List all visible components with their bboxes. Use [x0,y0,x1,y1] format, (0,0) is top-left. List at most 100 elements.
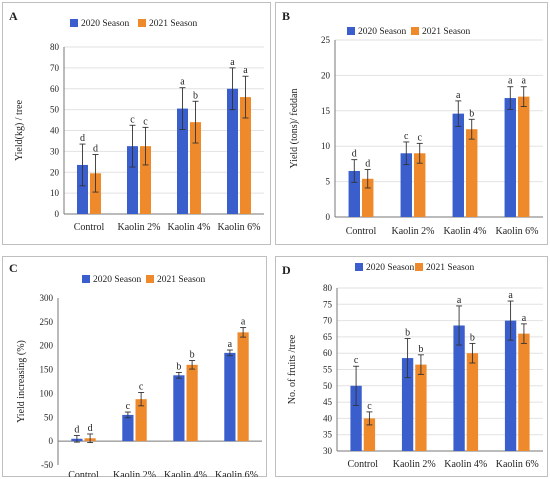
y-tick-label: 0 [49,436,54,446]
bar-2020 [224,352,236,442]
x-category-label: Control [347,459,378,470]
y-tick-label: 30 [323,446,333,456]
bar-2020 [350,385,362,451]
y-tick-label: 25 [321,35,331,45]
significance-letter: c [404,131,409,142]
significance-letter: a [241,317,246,328]
y-tick-label: 60 [50,84,60,94]
legend-label: 2021 Season [157,275,206,285]
x-category-label: Kaolin 2% [113,470,156,477]
legend-label: 2021 Season [422,27,471,37]
significance-letter: d [352,149,357,160]
x-category-label: Kaolin 2% [393,459,436,470]
chart-a-plot: 0 10 20 30 40 50 60 70 80 Yield(kg) / tree 2020 Se… [14,19,264,233]
significance-letter: a [228,339,233,350]
y-tick-label: 150 [40,365,54,375]
y-tick-label: 80 [50,42,60,52]
significance-letter: c [130,114,135,125]
panel-label: C [9,261,18,275]
legend-label: 2020 Season [366,263,415,273]
y-tick-label: 55 [323,365,333,375]
significance-letter: c [417,132,422,143]
x-category-label: Kaolin 4% [443,226,486,237]
legend-swatch-2020 [355,263,363,271]
x-category-label: Kaolin 2% [391,226,434,237]
bar-2021 [518,96,530,217]
bar-2021 [362,178,374,217]
significance-letter: a [456,90,461,101]
bar-2021 [190,122,201,214]
y-tick-label: 20 [321,70,331,80]
significance-letter: c [354,355,359,366]
legend-label: 2020 Season [93,275,142,285]
y-tick-label: 30 [50,146,60,156]
x-category-label: Kaolin 6% [215,470,258,477]
x-category-label: Control [68,470,99,477]
x-category-label: Kaolin 6% [217,222,260,233]
significance-letter: d [93,144,98,155]
bar-2021 [90,173,101,214]
legend-label: 2020 Season [358,27,407,37]
legend-swatch-2021 [138,19,146,27]
significance-letter: b [176,361,181,372]
bar-2020 [122,414,134,442]
significance-letter: b [470,332,475,343]
significance-letter: a [457,295,462,306]
bar-2021 [466,129,478,217]
x-category-label: Control [74,222,105,233]
y-tick-label: 45 [323,397,333,407]
bar-2021 [237,332,249,442]
chart-c-plot: -50 0 50 100 150 200 250 300 Yield increasing (%… [16,275,262,477]
bar-2020 [177,108,188,214]
x-category-label: Kaolin 4% [444,459,487,470]
chart-d-plot: 30 35 40 45 50 55 60 65 70 75 80 No. of fruits /tre… [287,263,543,470]
y-tick-label: 50 [44,412,54,422]
bar-2021 [414,153,426,217]
chart-panel-c: C -50 0 50 100 150 200 250 300 Yield increasing … [2,256,267,477]
bar-2021 [518,333,530,451]
bar-2020 [400,153,412,217]
significance-letter: d [74,424,79,435]
significance-letter: a [243,65,248,76]
panel-label: B [282,9,290,23]
bar-2020 [504,320,517,451]
y-tick-label: 75 [323,299,333,309]
chart-panel-d: D 30 35 40 45 50 55 60 65 70 75 80 No. of fruits /t… [275,256,548,477]
bar-2021 [140,146,151,214]
significance-letter: a [180,77,185,88]
legend-label: 2020 Season [81,19,130,29]
y-axis-label: Yield (tons)/ feddan [289,89,300,169]
legend-swatch-2020 [347,27,355,35]
x-category-label: Kaolin 2% [117,222,160,233]
x-category-label: Kaolin 6% [495,226,538,237]
legend-label: 2021 Season [149,19,198,29]
significance-letter: d [88,423,93,434]
bar-2020 [504,98,516,217]
significance-letter: d [80,133,85,144]
bar-2020 [401,358,414,451]
y-tick-label: 10 [50,188,60,198]
y-tick-label: 200 [40,341,54,351]
y-tick-label: 50 [50,105,60,115]
bar-2020 [127,146,138,214]
bar-2021 [363,418,376,451]
bar-2020 [453,325,465,451]
legend-swatch-2020 [82,275,90,283]
legend-swatch-2020 [70,19,78,27]
significance-letter: a [508,76,513,87]
significance-letter: c [367,401,372,412]
y-tick-label: -50 [41,460,53,470]
bar-2020 [452,113,464,217]
chart-panel-b: B 0 5 10 15 20 25 Yield (tons)/ feddan 2020 Sea… [275,2,548,245]
bar-2021 [415,364,427,451]
significance-letter: b [190,350,195,361]
chart-b-plot: 0 5 10 15 20 25 Yield (tons)/ feddan 2020 Seaso… [289,27,543,237]
significance-letter: b [469,108,474,119]
legend-swatch-2021 [146,275,154,283]
panel-label: D [282,263,291,277]
y-tick-label: 35 [323,430,333,440]
bar-2021 [466,353,479,451]
y-axis-label: Yield(kg) / tree [14,99,25,161]
significance-letter: a [521,76,526,87]
bar-2021 [240,97,251,214]
